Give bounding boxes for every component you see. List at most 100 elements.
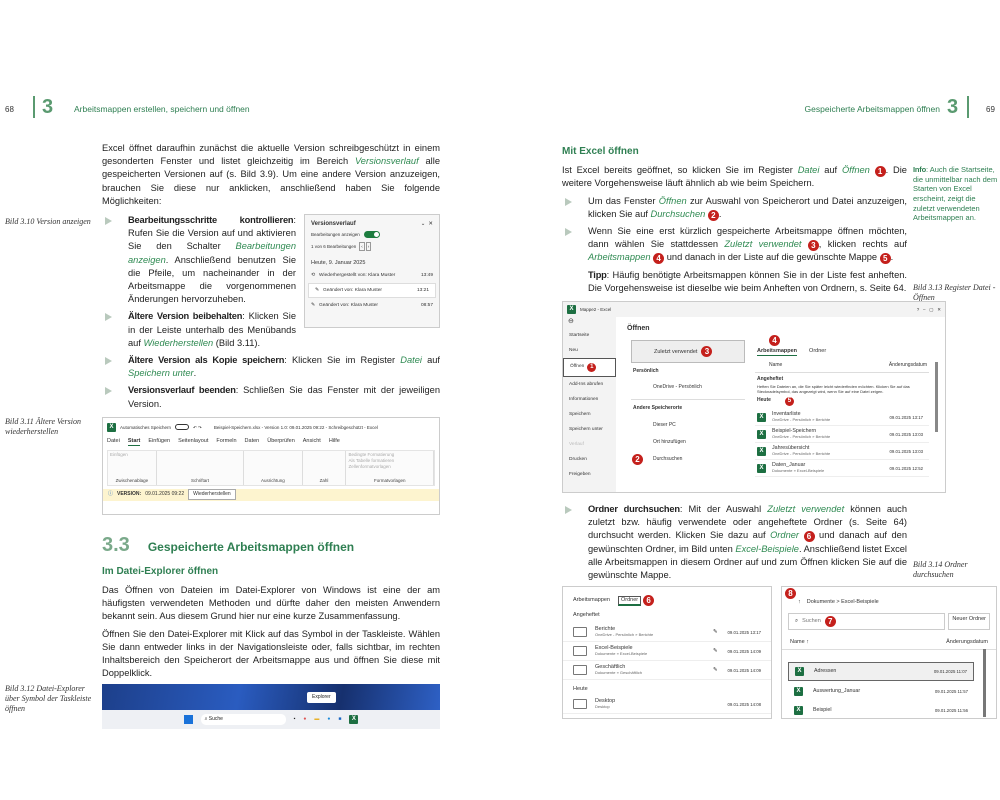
undo-icon[interactable]: ↶ ↷ [193,424,202,430]
name-column[interactable]: Name ↑ [790,639,809,646]
nav-item-3-label: Add-Ins abrufen [569,382,604,388]
windows-start-icon[interactable] [183,715,193,725]
ribbon-tab-datei[interactable]: Datei [107,438,120,445]
ribbon-tab-start[interactable]: Start [127,437,141,446]
date-column[interactable]: Änderungsdatum [946,639,988,646]
folder-row[interactable]: Berichte OneDrive - Persönlich » Berichte… [563,623,771,643]
text: : Mit der Auswahl [679,504,768,515]
search-input[interactable]: ⌕ Suchen 7 [788,613,946,631]
nav-item-2[interactable]: Öffnen 1 [563,358,616,378]
name-column[interactable]: Name [769,362,783,369]
bold-term: Ältere Version als Kopie speichern [128,355,285,366]
this-pc-location[interactable]: Dieser PC [653,422,676,429]
section-heading: 3.3 Gespeicherte Arbeitsmappen öffnen [102,533,440,557]
version-history-panel: Versionsverlauf ⌄ ✕ Bearbeitungen anzeig… [304,214,440,329]
version-entry[interactable]: ⟲ Wiederhergestellt von: Klara Muster 13:4… [305,269,439,282]
close-icon[interactable]: ⌄ ✕ [420,221,433,228]
nav-item-1[interactable]: Neu [563,343,616,358]
tab-arbeitsmappen[interactable]: Arbeitsmappen [757,348,798,357]
file-row[interactable]: X Beispiel-Speichern OneDrive - Persönlich… [755,426,929,444]
task-view-icon[interactable]: ▪ [293,716,296,723]
ribbon-tab-daten[interactable]: Daten [244,438,260,445]
excel-icon[interactable]: X [349,715,359,725]
ribbon-tab-formeln[interactable]: Formeln [216,438,237,445]
section-label: Persönlich [633,368,659,375]
ribbon-tab-einfügen[interactable]: Einfügen [148,438,171,445]
pin-icon[interactable]: ✎ [712,628,718,635]
nav-item-5[interactable]: Speichern [563,407,616,422]
callout-badge: 1 [874,166,886,178]
nav-item-4[interactable]: Informationen [563,392,616,407]
version-entry[interactable]: ✎ Geändert von: Klara Muster 08:57 [305,299,439,312]
scrollbar[interactable] [983,649,986,718]
new-folder-button[interactable]: Neuer Ordner [948,613,990,631]
tab-ordner[interactable]: Ordner [809,348,827,355]
pin-icon[interactable]: ✎ [712,666,718,673]
next-arrow-icon[interactable]: › [365,242,372,252]
folder-name: Desktop [595,698,616,705]
style-button[interactable]: Bedingte Formatierung [348,451,395,457]
browse-button[interactable]: Durchsuchen 2 [631,451,745,468]
nav-item-0[interactable]: Startseite [563,328,616,343]
scrollbar[interactable] [935,362,938,433]
excel-file-icon: X [757,446,766,456]
ribbon-tab-ansicht[interactable]: Ansicht [302,438,321,445]
intro-paragraph: Ist Excel bereits geöffnet, so klicken S… [562,164,907,190]
ribbon-tab-seitenlayout[interactable]: Seitenlayout [178,438,209,445]
excel-file-icon: X [795,667,804,677]
paste-button[interactable]: Einfügen [110,451,128,457]
folder-row[interactable]: Desktop Desktop 09.01.2025 14:08 [563,695,771,715]
nav-item-3[interactable]: Add-Ins abrufen [563,377,616,392]
text: Um das Fenster [588,195,659,206]
tab-ordner[interactable]: Ordner [618,595,642,606]
file-row[interactable]: X Beispiel 09.01.2025 11:56 [788,702,974,718]
date-column[interactable]: Änderungsdatum [888,362,927,369]
ribbon-group: Zahl [303,450,347,485]
text: . [193,368,197,379]
recent-button[interactable]: Zuletzt verwendet 3 [631,340,745,364]
text: Ist Excel bereits geöffnet, so klicken S… [562,165,798,176]
show-edits-toggle[interactable] [363,231,380,239]
back-icon[interactable]: ⊖ [568,318,574,326]
ribbon-tab-überprüfen[interactable]: Überprüfen [267,438,295,445]
search-box[interactable]: ⌕ Suche [200,714,286,726]
add-place-button[interactable]: Ort hinzufügen [653,439,686,446]
store-icon[interactable]: ■ [338,716,342,723]
file-row[interactable]: X Auswertung_Januar 09.01.2025 11:57 [788,683,974,700]
nav-item-9[interactable]: Freigeben [563,467,616,482]
bullet-item: Um das Fenster Öffnen zur Auswahl von Sp… [562,195,907,221]
edge-icon[interactable]: ● [327,716,331,723]
file-row[interactable]: X Daten_Januar Dokumente » Excel-Beispiele… [755,460,929,478]
pin-icon[interactable]: ✎ [712,647,718,654]
folder-date: 09.01.2025 14:09 [727,648,761,654]
up-arrow-icon[interactable]: ↑ [798,599,801,606]
file-name: Daten_Januar [772,462,806,469]
file-explorer-icon[interactable]: ▬ [314,716,320,723]
restore-button[interactable]: Wiederherstellen [188,489,236,501]
file-row[interactable]: X Jahresübersicht OneDrive - Persönlich » … [755,443,929,461]
file-row[interactable]: X Inventarliste OneDrive - Persönlich » Be… [755,409,929,427]
tab-arbeitsmappen[interactable]: Arbeitsmappen [573,597,610,604]
breadcrumb: 8 ↑ Dokumente > Excel-Beispiele [782,587,996,610]
nav-item-8[interactable]: Drucken [563,452,616,467]
autosave-toggle[interactable] [175,424,190,431]
folder-row[interactable]: Geschäftlich Dokumente » Geschäftlich ✎ 09.… [563,661,771,681]
text: : Häufig benötigte Arbeitsmappen können … [588,269,907,293]
taskbar-screenshot: Explorer ⌕ Suche ▪ ● ▬ ● ■ X [102,684,440,730]
text: alle gespeicherten Versionen auf (s. Bil… [102,156,440,206]
file-path: Dokumente » Excel-Beispiele [772,468,825,474]
file-row[interactable]: X Adressen 09.01.2025 11:07 [788,662,974,682]
nav-item-7[interactable]: Verlauf [563,437,616,452]
copilot-icon[interactable]: ● [303,716,307,723]
text: Wenn Sie eine erst kürzlich gespeicherte… [588,226,907,250]
onedrive-location[interactable]: OneDrive - Persönlich [631,380,745,401]
window-controls[interactable]: ? – ▢ ✕ [916,307,941,313]
style-button[interactable]: Zellenformatvorlagen [348,463,391,469]
folder-row[interactable]: Excel-Beispiele Dokumente » Excel-Beispie… [563,642,771,662]
ribbon-tab-hilfe[interactable]: Hilfe [328,438,340,445]
version-entry[interactable]: ✎ Geändert von: Klara Muster 13:21 [308,283,436,299]
style-button[interactable]: Als Tabelle formatieren [348,457,395,463]
text: : Rufen Sie die Version auf und aktivier… [128,215,296,252]
nav-item-6[interactable]: Speichern unter [563,422,616,437]
prev-arrow-icon[interactable]: ‹ [359,242,365,252]
